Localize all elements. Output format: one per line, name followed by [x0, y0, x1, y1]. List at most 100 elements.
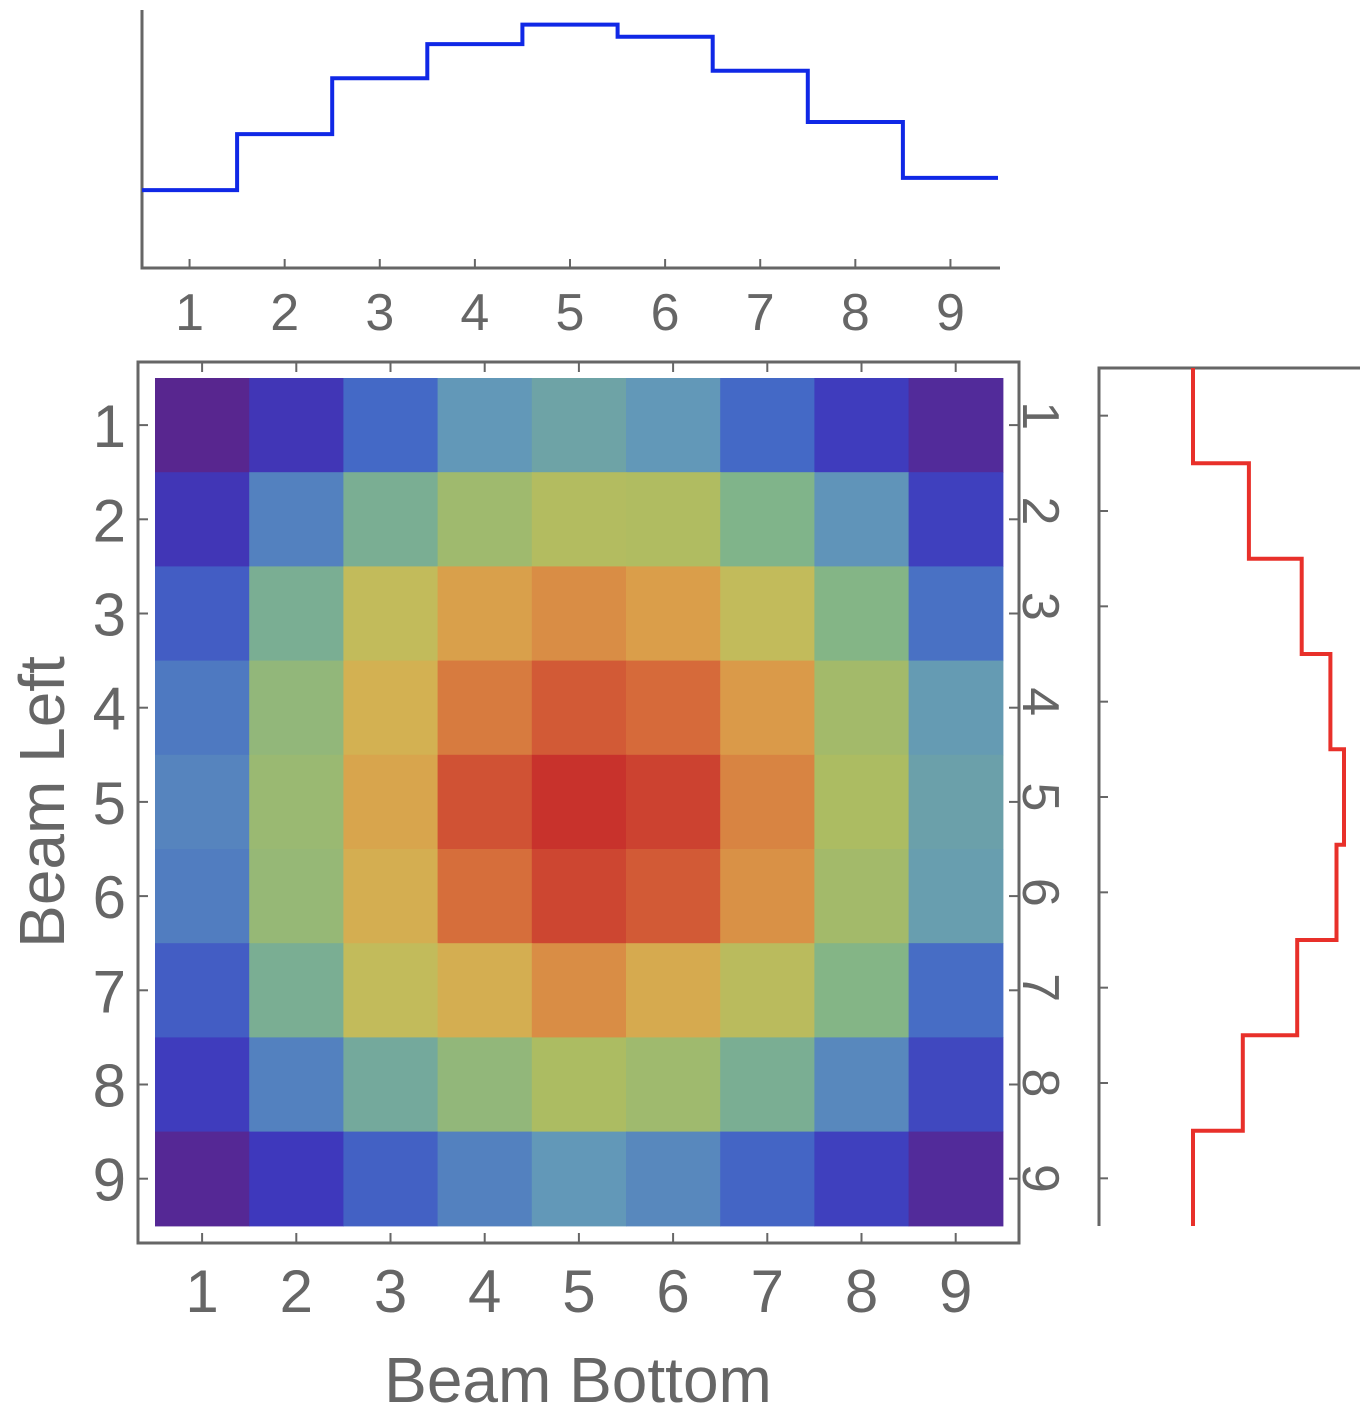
heatmap-cell-r3-c7	[720, 566, 815, 662]
heatmap-cell-r8-c7	[720, 1037, 815, 1133]
y-tick-label: 8	[93, 1053, 126, 1120]
heatmap-cell-r3-c5	[531, 566, 627, 662]
heatmap-cell-r2-c6	[626, 472, 721, 567]
right-tick-label: 1	[1011, 401, 1069, 430]
heatmap-cell-r4-c1	[155, 660, 250, 756]
top-x-tick-label: 3	[365, 284, 394, 342]
heatmap-cell-r2-c8	[814, 472, 910, 567]
heatmap-cell-r8-c5	[531, 1037, 627, 1133]
heatmap-cell-r1-c4	[437, 378, 533, 473]
heatmap-cell-r6-c5	[531, 849, 627, 944]
heatmap-cell-r2-c5	[531, 472, 627, 567]
top-step-line	[142, 22, 998, 193]
heatmap-cell-r9-c5	[531, 1131, 627, 1227]
heatmap-cell-r3-c9	[908, 566, 1004, 662]
y-axis-title: Beam Left	[6, 656, 78, 948]
heatmap-cell-r8-c1	[155, 1037, 250, 1133]
heatmap-cell-r1-c2	[249, 378, 344, 473]
heatmap-cell-r5-c5	[531, 754, 627, 850]
heatmap-cell-r2-c7	[720, 472, 815, 567]
heatmap-cell-r4-c3	[343, 660, 439, 756]
heatmap-cell-r7-c4	[437, 943, 533, 1038]
heatmap-cell-r2-c9	[908, 472, 1004, 567]
y-tick-label: 3	[93, 582, 126, 649]
heatmap-cell-r4-c2	[249, 660, 344, 756]
heatmap-cell-r8-c8	[814, 1037, 910, 1133]
heatmap-cell-r5-c7	[720, 754, 815, 850]
right-tick-label: 6	[1011, 878, 1069, 907]
right-tick-label: 5	[1011, 783, 1069, 812]
heatmap-cell-r5-c6	[626, 754, 721, 850]
heatmap-cell-r4-c7	[720, 660, 815, 756]
heatmap-cell-r7-c7	[720, 943, 815, 1038]
heatmap-cell-r7-c5	[531, 943, 627, 1038]
heatmap-cell-r6-c7	[720, 849, 815, 944]
heatmap-cell-r5-c3	[343, 754, 439, 850]
top-x-axis: 1 2 3 4 5 6 7 8 9	[175, 259, 965, 342]
heatmap-cell-r3-c1	[155, 566, 250, 662]
heatmap-cell-r1-c7	[720, 378, 815, 473]
right-step-line	[1191, 368, 1346, 1226]
heatmap-cell-r1-c1	[155, 378, 250, 473]
heatmap-cell-r7-c6	[626, 943, 721, 1038]
x-tick-label: 9	[939, 1258, 972, 1325]
heatmap-cell-r6-c2	[249, 849, 344, 944]
heatmap-cell-r1-c8	[814, 378, 910, 473]
heatmap-cell-r9-c6	[626, 1131, 721, 1227]
heatmap-cell-r4-c8	[814, 660, 910, 756]
heatmap-cell-r2-c3	[343, 472, 439, 567]
heatmap-cell-r3-c2	[249, 566, 344, 662]
heatmap-cell-r9-c2	[249, 1131, 344, 1227]
x-tick-label: 4	[468, 1258, 501, 1325]
heatmap-cell-r1-c9	[908, 378, 1004, 473]
y-tick-label: 2	[93, 487, 126, 554]
heatmap-cell-r6-c6	[626, 849, 721, 944]
heatmap-cell-r7-c8	[814, 943, 910, 1038]
right-tick-label: 2	[1011, 497, 1069, 526]
x-tick-label: 3	[374, 1258, 407, 1325]
heatmap-cell-r9-c9	[908, 1131, 1004, 1227]
heatmap-cell-r6-c8	[814, 849, 910, 944]
heatmap-cell-r7-c3	[343, 943, 439, 1038]
heatmap-cell-r8-c4	[437, 1037, 533, 1133]
heatmap-cell-r8-c2	[249, 1037, 344, 1133]
top-x-tick-label: 9	[936, 284, 965, 342]
x-tick-label: 1	[185, 1258, 218, 1325]
x-tick-label: 6	[656, 1258, 689, 1325]
right-marginal-histogram: 1 2 3 4 5 6 7 8 9	[1011, 366, 1360, 1226]
heatmap-cell-r9-c8	[814, 1131, 910, 1227]
top-marginal-histogram: 1 2 3 4 5 6 7 8 9	[140, 10, 1000, 342]
heatmap-cell-r7-c1	[155, 943, 250, 1038]
right-tick-label: 3	[1011, 592, 1069, 621]
right-tick-label: 8	[1011, 1069, 1069, 1098]
heatmap-cell-r1-c3	[343, 378, 439, 473]
heatmap-cell-r3-c8	[814, 566, 910, 662]
heatmap-cell-r1-c5	[531, 378, 627, 473]
x-tick-label: 8	[845, 1258, 878, 1325]
heatmap-cells	[155, 378, 1004, 1227]
heatmap-cell-r8-c9	[908, 1037, 1004, 1133]
top-x-tick-label: 1	[175, 284, 204, 342]
heatmap-cell-r5-c2	[249, 754, 344, 850]
heatmap-cell-r7-c2	[249, 943, 344, 1038]
heatmap-cell-r2-c1	[155, 472, 250, 567]
heatmap-cell-r6-c1	[155, 849, 250, 944]
top-x-tick-label: 8	[841, 284, 870, 342]
heatmap-cell-r9-c3	[343, 1131, 439, 1227]
heatmap-cell-r5-c9	[908, 754, 1004, 850]
right-tick-label: 4	[1011, 687, 1069, 716]
heatmap-cell-r5-c1	[155, 754, 250, 850]
heatmap-cell-r3-c6	[626, 566, 721, 662]
top-x-tick-label: 6	[651, 284, 680, 342]
top-x-tick-label: 7	[746, 284, 775, 342]
heatmap-cell-r8-c6	[626, 1037, 721, 1133]
y-tick-label: 6	[93, 864, 126, 931]
heatmap-cell-r9-c4	[437, 1131, 533, 1227]
y-tick-label: 4	[93, 676, 126, 743]
x-tick-label: 7	[751, 1258, 784, 1325]
heatmap-cell-r9-c7	[720, 1131, 815, 1227]
y-tick-label: 5	[93, 770, 126, 837]
